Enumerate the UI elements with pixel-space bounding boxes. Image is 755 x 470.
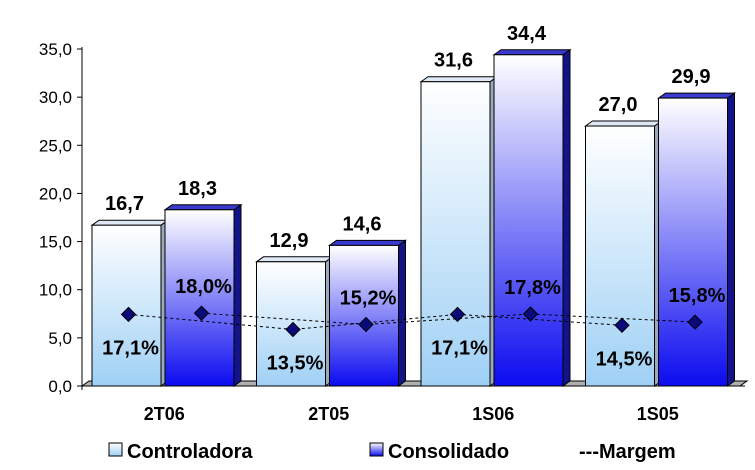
bar-top [163, 204, 243, 211]
bar-front [420, 81, 491, 387]
margem-marker [522, 306, 539, 322]
bar-value-label: 29,9 [672, 66, 711, 88]
bar [583, 120, 664, 387]
bar-top [90, 219, 170, 226]
margem-marker [193, 305, 210, 321]
x-tick-label: 1S05 [637, 404, 679, 424]
margem-marker [120, 306, 137, 323]
bar-value-label: 34,4 [507, 23, 547, 45]
bar-side [727, 92, 735, 387]
bar-front [585, 125, 655, 387]
bar-side [398, 239, 406, 387]
y-tick-label: 30,0 [39, 88, 72, 107]
margem-label: 18,0% [175, 276, 232, 298]
y-tick-label: 0,0 [48, 377, 72, 396]
bar-value-label: 16,7 [105, 193, 144, 215]
bar-front [256, 261, 326, 387]
bar-top [327, 239, 408, 246]
x-tick-label: 2T05 [308, 404, 349, 424]
labels-group: 16,7 18,3 2T06 12,9 14,6 2T05 31,6 34,4 1S06 27,0… [102, 23, 725, 424]
bar-side [233, 203, 242, 387]
y-tick-label: 10,0 [39, 281, 72, 300]
margem-label: 17,1% [431, 337, 488, 359]
bar [163, 203, 243, 387]
bar-front [164, 209, 235, 387]
bar-side [562, 48, 571, 387]
margem-marker [614, 317, 630, 334]
margem-marker [285, 321, 301, 338]
bar-front [91, 224, 162, 387]
margem-marker [449, 306, 466, 323]
legend: Controladora Consolidado ---Margem [108, 441, 676, 463]
legend-swatch-consolidado [369, 442, 384, 457]
bar-top [583, 120, 664, 127]
legend-label-margem: ---Margem [579, 441, 676, 463]
bar-value-label: 31,6 [434, 50, 473, 72]
margem-lines [120, 305, 703, 338]
y-tick-label: 20,0 [39, 184, 72, 203]
bar [419, 75, 499, 387]
bar-value-label: 12,9 [270, 230, 309, 252]
bar-front [329, 244, 399, 387]
bar [656, 92, 737, 387]
bar-top [254, 256, 335, 263]
legend-label-consolidado: Consolidado [388, 441, 509, 463]
bar-front [493, 54, 564, 387]
bar-value-label: 14,6 [343, 213, 382, 235]
margem-label: 15,8% [669, 285, 726, 307]
bar-top [492, 49, 572, 56]
margem-label: 15,2% [340, 288, 397, 310]
bar-top [656, 92, 737, 99]
bars-group [90, 48, 737, 387]
legend-swatch-controladora [108, 442, 123, 457]
margem-label: 14,5% [596, 348, 653, 370]
margem-marker [358, 316, 374, 333]
bar [327, 239, 408, 387]
margem-line-controladora [128, 313, 623, 330]
legend-label-controladora: Controladora [127, 441, 253, 463]
bar-top [419, 76, 499, 83]
margem-label: 13,5% [267, 352, 324, 374]
bar [254, 255, 335, 387]
y-tick-label: 5,0 [48, 329, 72, 348]
margem-marker [687, 314, 703, 330]
y-tick-label: 15,0 [39, 233, 72, 252]
bar-value-label: 27,0 [599, 94, 638, 116]
margem-label: 17,1% [102, 337, 159, 359]
x-tick-label: 1S06 [472, 404, 514, 424]
bar-value-label: 18,3 [178, 178, 217, 200]
bar [90, 219, 170, 387]
y-axis: 0,0 5,0 10,0 15,0 20,0 25,0 30,0 35,0 [39, 40, 83, 396]
bar [492, 48, 572, 387]
x-tick-label: 2T06 [144, 404, 185, 424]
bar-front [658, 97, 728, 387]
margem-label: 17,8% [504, 277, 561, 299]
y-tick-label: 25,0 [39, 136, 72, 155]
margem-line-consolidado [201, 312, 696, 326]
y-tick-label: 35,0 [39, 40, 72, 59]
